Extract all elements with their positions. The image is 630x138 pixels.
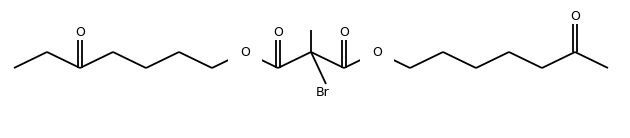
Text: O: O xyxy=(75,26,85,39)
Text: O: O xyxy=(273,26,283,39)
Text: Br: Br xyxy=(316,87,330,99)
Text: O: O xyxy=(570,10,580,22)
Text: O: O xyxy=(339,26,349,39)
Text: O: O xyxy=(372,46,382,59)
Text: O: O xyxy=(240,46,250,59)
